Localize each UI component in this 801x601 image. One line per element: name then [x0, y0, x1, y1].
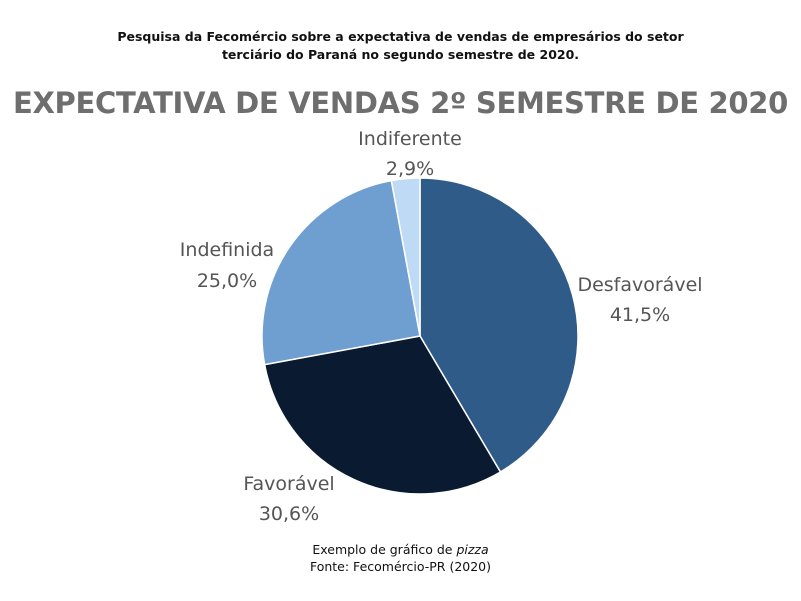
source-caption: Fonte: Fecomércio-PR (2020) [309, 559, 492, 574]
slice-label: Indefinida [180, 239, 274, 261]
slice-label: Favorável [243, 473, 334, 495]
pie-slice-desfavoravel [419, 177, 579, 474]
pie-slice-favoravel [263, 335, 502, 495]
top-caption: Pesquisa da Fecomércio sobre a expectati… [0, 28, 801, 64]
slice-value-label: 41,5% [610, 304, 670, 326]
bottom-caption: Exemplo de gráfico de pizza Fonte: Fecom… [0, 541, 801, 575]
pie-labels: Desfavorável 41,5% Favorável 30,6% Indefinid… [180, 128, 703, 525]
top-caption-line-2: terciário do Paraná no segundo semestre … [221, 47, 580, 62]
pie-slice-indiferente [390, 177, 421, 337]
slice-label: Indiferente [358, 128, 462, 150]
figure-caption: Exemplo de gráfico de pizza [0, 541, 801, 558]
figure-caption-text: Exemplo de gráfico de [312, 542, 457, 557]
slice-value-label: 25,0% [197, 270, 257, 292]
top-caption-line-1: Pesquisa da Fecomércio sobre a expectati… [117, 29, 684, 44]
pie-slice-indefinida [261, 179, 421, 366]
chart-title: EXPECTATIVA DE VENDAS 2º SEMESTRE DE 202… [12, 86, 789, 120]
pie-slices [261, 177, 579, 495]
figure-caption-italic: pizza [456, 542, 489, 557]
slice-value-label: 30,6% [259, 503, 319, 525]
slice-label: Desfavorável [577, 274, 702, 296]
slice-value-label: 2,9% [386, 158, 434, 180]
